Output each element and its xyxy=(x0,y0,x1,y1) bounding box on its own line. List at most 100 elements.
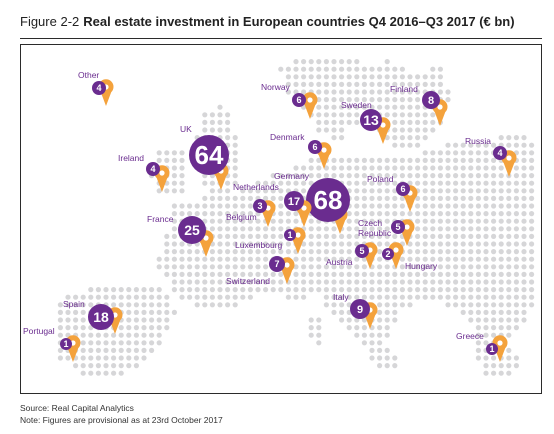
land-dot xyxy=(392,112,398,118)
land-dot xyxy=(323,233,329,239)
land-dot xyxy=(399,211,405,217)
land-dot xyxy=(369,104,375,110)
land-dot xyxy=(460,165,466,171)
land-dot xyxy=(164,249,170,255)
land-dot xyxy=(407,294,413,300)
land-dot xyxy=(354,66,360,72)
land-dot xyxy=(430,74,436,80)
land-dot xyxy=(301,59,307,65)
land-dot xyxy=(529,226,535,232)
land-dot xyxy=(399,127,405,133)
land-dot xyxy=(301,271,307,277)
land-dot xyxy=(453,157,459,163)
land-dot xyxy=(498,135,504,141)
land-dot xyxy=(445,226,451,232)
land-dot xyxy=(430,165,436,171)
land-dot xyxy=(369,233,375,239)
land-dot xyxy=(293,279,299,285)
land-dot xyxy=(437,66,443,72)
land-dot xyxy=(339,59,345,65)
land-dot xyxy=(339,135,345,141)
land-dot xyxy=(529,249,535,255)
land-dot xyxy=(293,81,299,87)
land-dot xyxy=(209,249,215,255)
land-dot xyxy=(369,173,375,179)
land-dot xyxy=(240,264,246,270)
land-dot xyxy=(422,218,428,224)
land-dot xyxy=(263,264,269,270)
value-bubble-uk xyxy=(189,135,229,175)
land-dot xyxy=(255,218,261,224)
land-dot xyxy=(498,173,504,179)
land-dot xyxy=(354,104,360,110)
value-bubble-finland xyxy=(422,91,440,109)
land-dot xyxy=(217,203,223,209)
land-dot xyxy=(468,226,474,232)
land-dot xyxy=(437,279,443,285)
land-dot xyxy=(323,59,329,65)
land-dot xyxy=(339,66,345,72)
land-dot xyxy=(331,104,337,110)
land-dot xyxy=(521,271,527,277)
land-dot xyxy=(57,302,64,308)
land-dot xyxy=(399,264,405,270)
land-dot xyxy=(179,249,185,255)
country-label-netherlands: Netherlands xyxy=(233,182,279,192)
land-dot xyxy=(179,256,185,262)
land-dot xyxy=(521,226,527,232)
land-dot xyxy=(301,287,307,293)
land-dot xyxy=(430,271,436,277)
land-dot xyxy=(293,287,299,293)
land-dot xyxy=(392,173,398,179)
land-dot xyxy=(498,233,504,239)
land-dot xyxy=(415,112,421,118)
land-dot xyxy=(126,309,132,315)
land-dot xyxy=(453,287,459,293)
land-dot xyxy=(491,233,497,239)
land-dot xyxy=(415,173,421,179)
land-dot xyxy=(521,173,527,179)
land-dot xyxy=(369,218,375,224)
land-dot xyxy=(194,279,200,285)
land-dot xyxy=(415,127,421,133)
land-dot xyxy=(209,211,215,217)
value-bubble-spain xyxy=(88,304,114,330)
land-dot xyxy=(103,347,109,353)
land-dot xyxy=(483,226,489,232)
land-dot xyxy=(415,256,421,262)
land-dot xyxy=(118,302,124,308)
land-dot xyxy=(506,142,512,148)
land-dot xyxy=(194,203,200,209)
land-dot xyxy=(361,165,367,171)
land-dot xyxy=(171,180,177,186)
land-dot xyxy=(118,294,124,300)
land-dot xyxy=(475,218,481,224)
land-dot xyxy=(331,249,337,255)
marker-ireland: 4 Ireland xyxy=(118,153,170,192)
land-dot xyxy=(301,165,307,171)
land-dot xyxy=(293,74,299,80)
land-dot xyxy=(323,119,329,125)
land-dot xyxy=(407,142,413,148)
land-dot xyxy=(171,218,177,224)
land-dot xyxy=(346,249,352,255)
land-dot xyxy=(453,188,459,194)
land-dot xyxy=(156,340,162,346)
land-dot xyxy=(240,203,246,209)
land-dot xyxy=(361,317,367,323)
land-dot xyxy=(430,127,436,133)
pin-hole xyxy=(159,170,165,176)
land-dot xyxy=(346,271,352,277)
land-dot xyxy=(316,89,322,95)
land-dot xyxy=(437,249,443,255)
land-dot xyxy=(377,294,383,300)
land-dot xyxy=(445,188,451,194)
land-dot xyxy=(346,233,352,239)
land-dot xyxy=(422,203,428,209)
land-dot xyxy=(95,347,101,353)
land-dot xyxy=(513,264,519,270)
land-dot xyxy=(506,355,512,361)
land-dot xyxy=(384,264,390,270)
land-dot xyxy=(437,271,443,277)
land-dot xyxy=(57,355,64,361)
